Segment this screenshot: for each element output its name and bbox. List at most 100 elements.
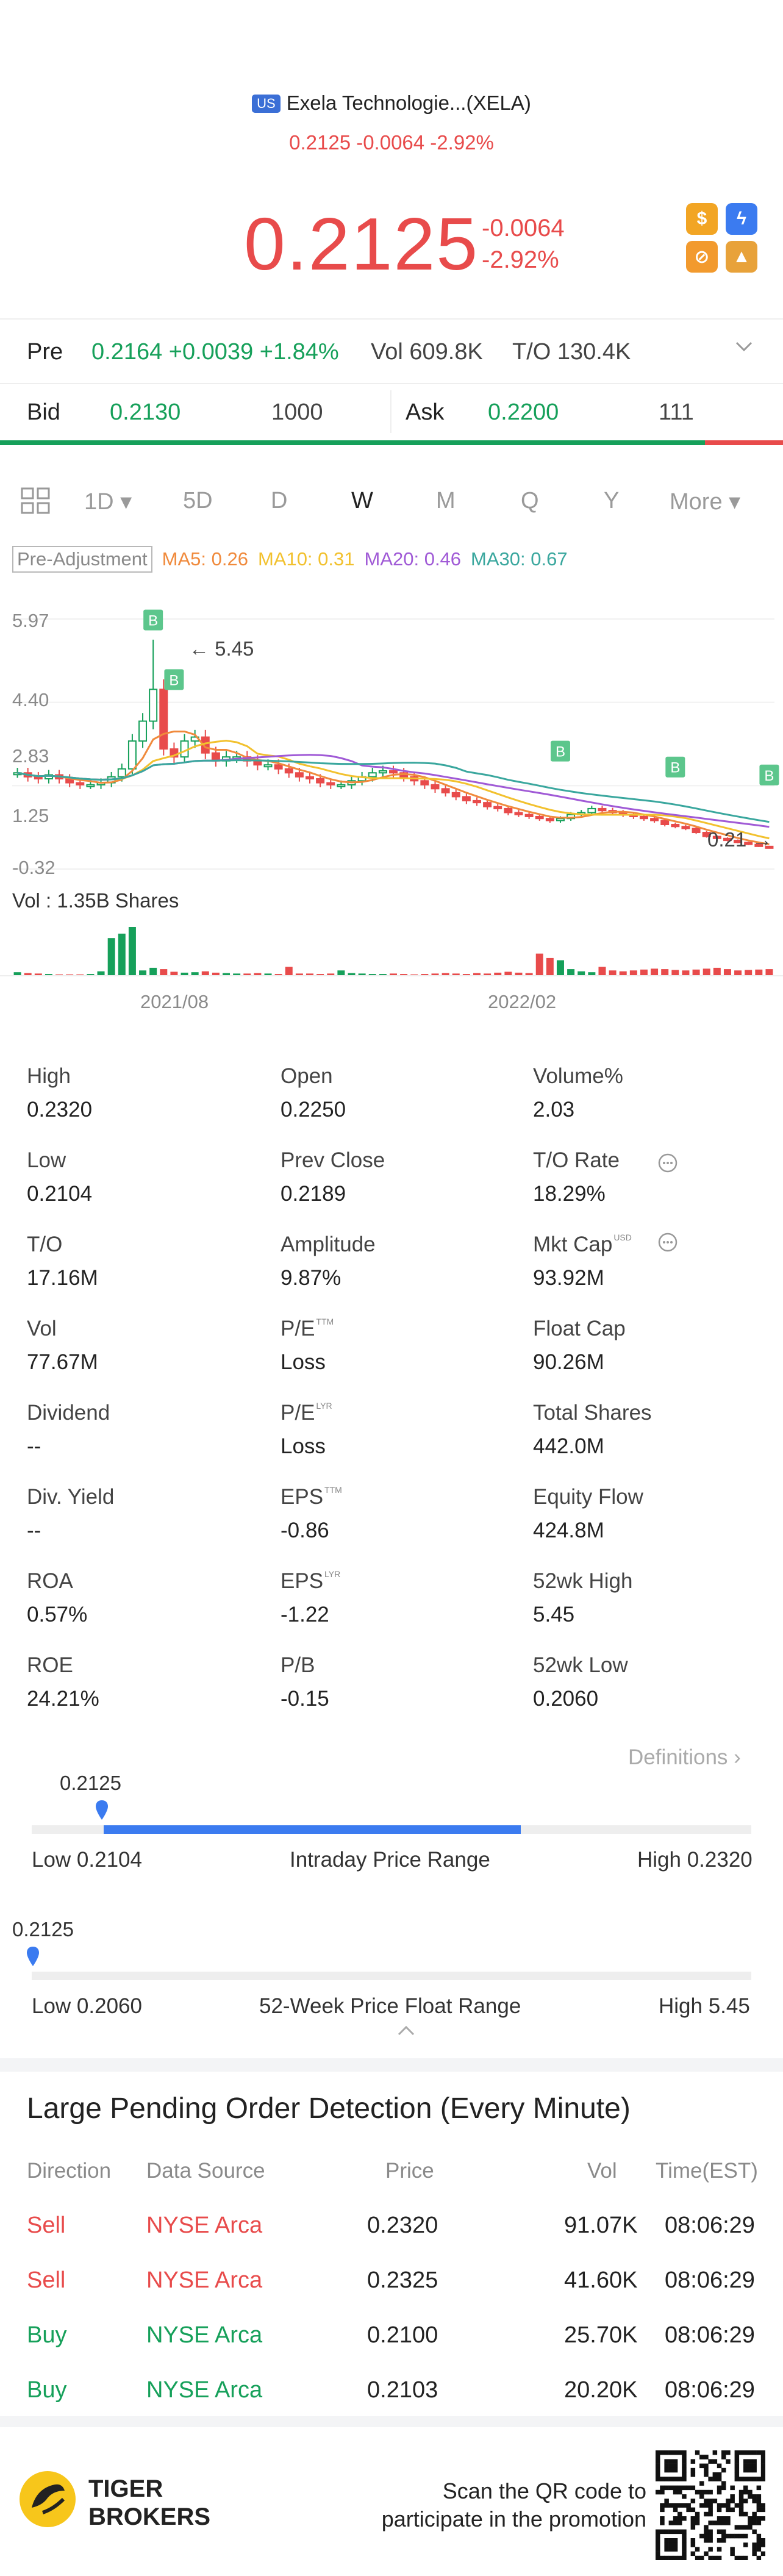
divider (0, 318, 783, 320)
qr-module (743, 2511, 748, 2517)
volume-bar (13, 972, 21, 976)
qr-module (756, 2494, 762, 2499)
qr-module (682, 2485, 687, 2491)
academy-icon[interactable]: ▲ (726, 241, 757, 273)
order-vol: 41.60K (564, 2267, 638, 2293)
volume-bar (66, 974, 74, 976)
intraday-title: Intraday Price Range (290, 1848, 490, 1872)
volume-bar (87, 974, 95, 976)
dollar-icon[interactable]: $ (686, 203, 718, 235)
week52-low: Low 0.2060 (32, 1994, 142, 2018)
stat-label: Amplitude (281, 1233, 376, 1256)
price-change: -0.0064 (482, 215, 565, 242)
candle-body (420, 780, 429, 785)
brand-name: TIGER BROKERS (88, 2475, 211, 2530)
qr-code[interactable] (656, 2450, 766, 2561)
volume-label: Vol : 1.35B Shares (12, 889, 179, 912)
qr-module (699, 2494, 704, 2499)
tab-m[interactable]: M (436, 488, 456, 513)
volume-bar (337, 970, 345, 976)
candle-body (337, 784, 346, 787)
order-price: 0.2103 (367, 2377, 438, 2403)
tab-q[interactable]: Q (521, 488, 539, 513)
stat-value: 18.29% (533, 1182, 606, 1206)
volume-bar (567, 969, 575, 976)
qr-module (690, 2542, 696, 2547)
info-icon[interactable] (657, 1232, 678, 1253)
qr-module (743, 2463, 748, 2469)
section-divider (0, 2058, 783, 2072)
price-chart[interactable]: B B B B B (0, 585, 783, 1025)
qr-module (738, 2489, 744, 2495)
qr-module (690, 2472, 696, 2477)
qr-module (730, 2551, 735, 2556)
ma30-line (17, 759, 770, 823)
volume-bar (34, 973, 42, 976)
qr-module (717, 2538, 722, 2543)
stat-label: EPS LYR (281, 1569, 341, 1593)
volume-bar (515, 972, 523, 976)
candle-body (734, 840, 743, 843)
options-icon[interactable]: ⊘ (686, 241, 718, 273)
qr-module (721, 2450, 726, 2455)
tiger-logo-icon (18, 2470, 77, 2528)
high-annotation: ← 5.45 (189, 637, 254, 660)
qr-module (756, 2516, 762, 2521)
tab-1d[interactable]: 1D ▾ (84, 489, 132, 515)
candle-body (76, 782, 85, 785)
info-icon[interactable] (657, 1153, 678, 1173)
candle-body (138, 720, 148, 742)
pre-volume: Vol 609.8K (371, 339, 483, 365)
qr-module (660, 2507, 665, 2513)
qr-module (673, 2485, 678, 2491)
volume-bar (400, 974, 408, 976)
volume-bar (97, 971, 105, 976)
lightning-icon[interactable]: ϟ (726, 203, 757, 235)
ask-price: 0.2200 (488, 399, 559, 425)
buy-marker (143, 609, 163, 631)
qr-module (695, 2511, 700, 2517)
column-header: Price (385, 2159, 434, 2183)
volume-bar (723, 969, 731, 976)
volume-bar (243, 973, 251, 976)
qr-module (721, 2481, 726, 2486)
stat-label: Prev Close (281, 1148, 385, 1172)
qr-module (726, 2533, 731, 2539)
qr-module (717, 2521, 722, 2525)
tab-w[interactable]: W (351, 488, 373, 513)
qr-module (673, 2516, 678, 2521)
qr-module (699, 2503, 704, 2508)
stock-title: US Exela Technologie...(XELA) (0, 91, 783, 115)
location-pin-icon (26, 1945, 40, 1967)
candle-body (326, 782, 335, 785)
qr-module (743, 2489, 748, 2495)
qr-module (756, 2499, 762, 2503)
chart-layout-icon[interactable] (20, 485, 51, 517)
ask-size: 111 (659, 399, 694, 425)
pre-adjustment-button[interactable]: Pre-Adjustment (12, 546, 152, 573)
candle-body (504, 807, 513, 814)
qr-module (760, 2472, 766, 2477)
qr-module (748, 2489, 753, 2495)
qr-module (682, 2472, 687, 2477)
qr-module (743, 2542, 748, 2547)
tab-more[interactable]: More ▾ (670, 489, 741, 515)
volume-bar (191, 972, 199, 976)
tab-5d[interactable]: 5D (183, 488, 213, 513)
qr-module (712, 2477, 718, 2481)
tab-d[interactable]: D (271, 488, 288, 513)
tab-y[interactable]: Y (604, 488, 620, 513)
qr-module (752, 2542, 757, 2547)
chevron-down-icon[interactable] (732, 334, 756, 359)
stat-superscript: USD (613, 1233, 632, 1242)
qr-module (756, 2477, 762, 2481)
qr-module (738, 2525, 744, 2530)
chevron-up-icon[interactable] (395, 2023, 417, 2038)
qr-module (730, 2547, 735, 2552)
stat-value: 0.2320 (27, 1098, 93, 1122)
promo-text: Scan the QR code to participate in the p… (381, 2478, 646, 2531)
definitions-link[interactable]: Definitions › (628, 1745, 741, 1769)
x-tick: 2021/08 (140, 991, 209, 1012)
ma-legend: Pre-Adjustment MA5: 0.26 MA10: 0.31 MA20… (12, 546, 568, 573)
week52-title: 52-Week Price Float Range (259, 1994, 521, 2018)
